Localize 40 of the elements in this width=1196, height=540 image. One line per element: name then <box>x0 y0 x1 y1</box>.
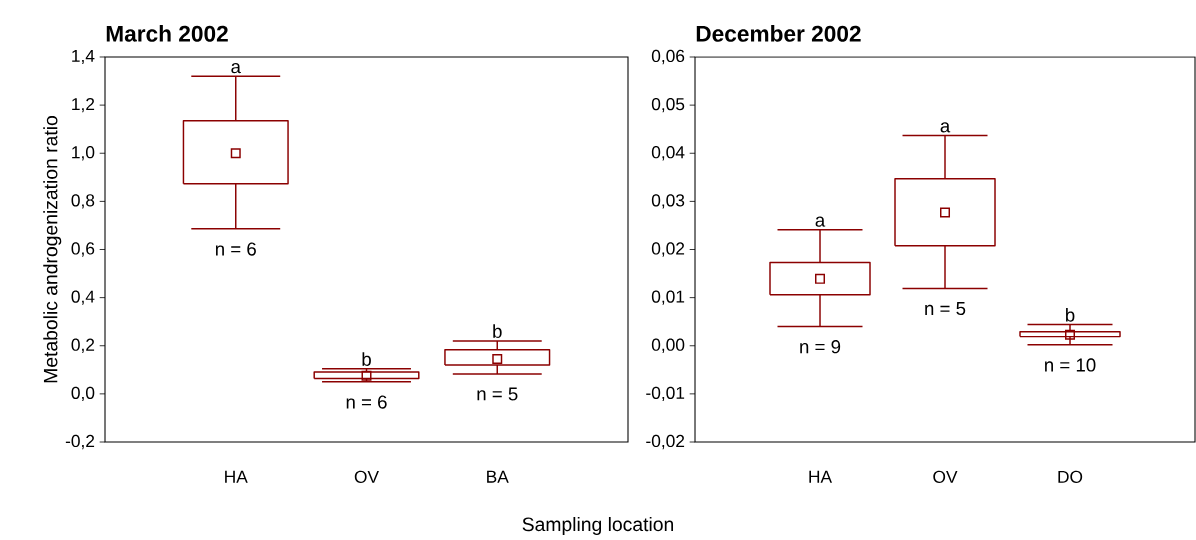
chart-title: December 2002 <box>696 25 861 42</box>
x-tick-label: HA <box>809 470 832 483</box>
y-tick-label: 0,04 <box>651 146 685 161</box>
annotation: n = 5 <box>925 302 966 316</box>
y-tick-label: 0,03 <box>651 194 685 209</box>
annotation: b <box>362 352 371 366</box>
x-tick-label: DO <box>1058 470 1083 483</box>
x-tick-label: HA <box>225 470 248 483</box>
annotation: a <box>231 63 241 74</box>
chart-title: March 2002 <box>106 25 228 42</box>
annotation: n = 6 <box>346 395 387 409</box>
y-tick-label: -0,2 <box>65 434 95 450</box>
annotation: b <box>493 324 502 339</box>
y-tick-label: 0,8 <box>71 194 95 209</box>
y-tick-label: 1,4 <box>72 49 95 65</box>
y-tick-label: 0,02 <box>651 242 685 257</box>
annotation: n = 10 <box>1045 358 1096 372</box>
y-tick-label: 1,2 <box>72 97 95 113</box>
annotation: n = 5 <box>477 387 518 401</box>
y-tick-label: -0,01 <box>646 386 685 402</box>
y-tick-label: 0,00 <box>651 338 685 353</box>
y-tick-label: 0,01 <box>651 290 685 305</box>
y-tick-label: 1,0 <box>72 146 95 161</box>
annotation: b <box>1066 307 1075 322</box>
y-axis-title: Metabolic androgenization ratio <box>43 116 62 383</box>
x-axis-title: Sampling location <box>522 516 673 536</box>
y-tick-label: 0,05 <box>651 97 685 113</box>
x-tick-label: OV <box>354 470 379 483</box>
x-tick-label: BA <box>487 470 509 483</box>
y-tick-label: -0,02 <box>646 434 685 450</box>
x-tick-label: OV <box>933 470 958 483</box>
annotation: a <box>940 122 951 133</box>
annotation: n = 9 <box>800 340 841 354</box>
y-tick-label: 0,2 <box>71 338 95 353</box>
y-tick-label: 0,6 <box>71 242 95 257</box>
annotation: n = 6 <box>215 242 256 256</box>
y-tick-label: 0,06 <box>651 49 685 65</box>
annotation: a <box>815 216 826 227</box>
y-tick-label: 0,4 <box>71 290 95 305</box>
y-tick-label: 0,0 <box>71 386 95 402</box>
